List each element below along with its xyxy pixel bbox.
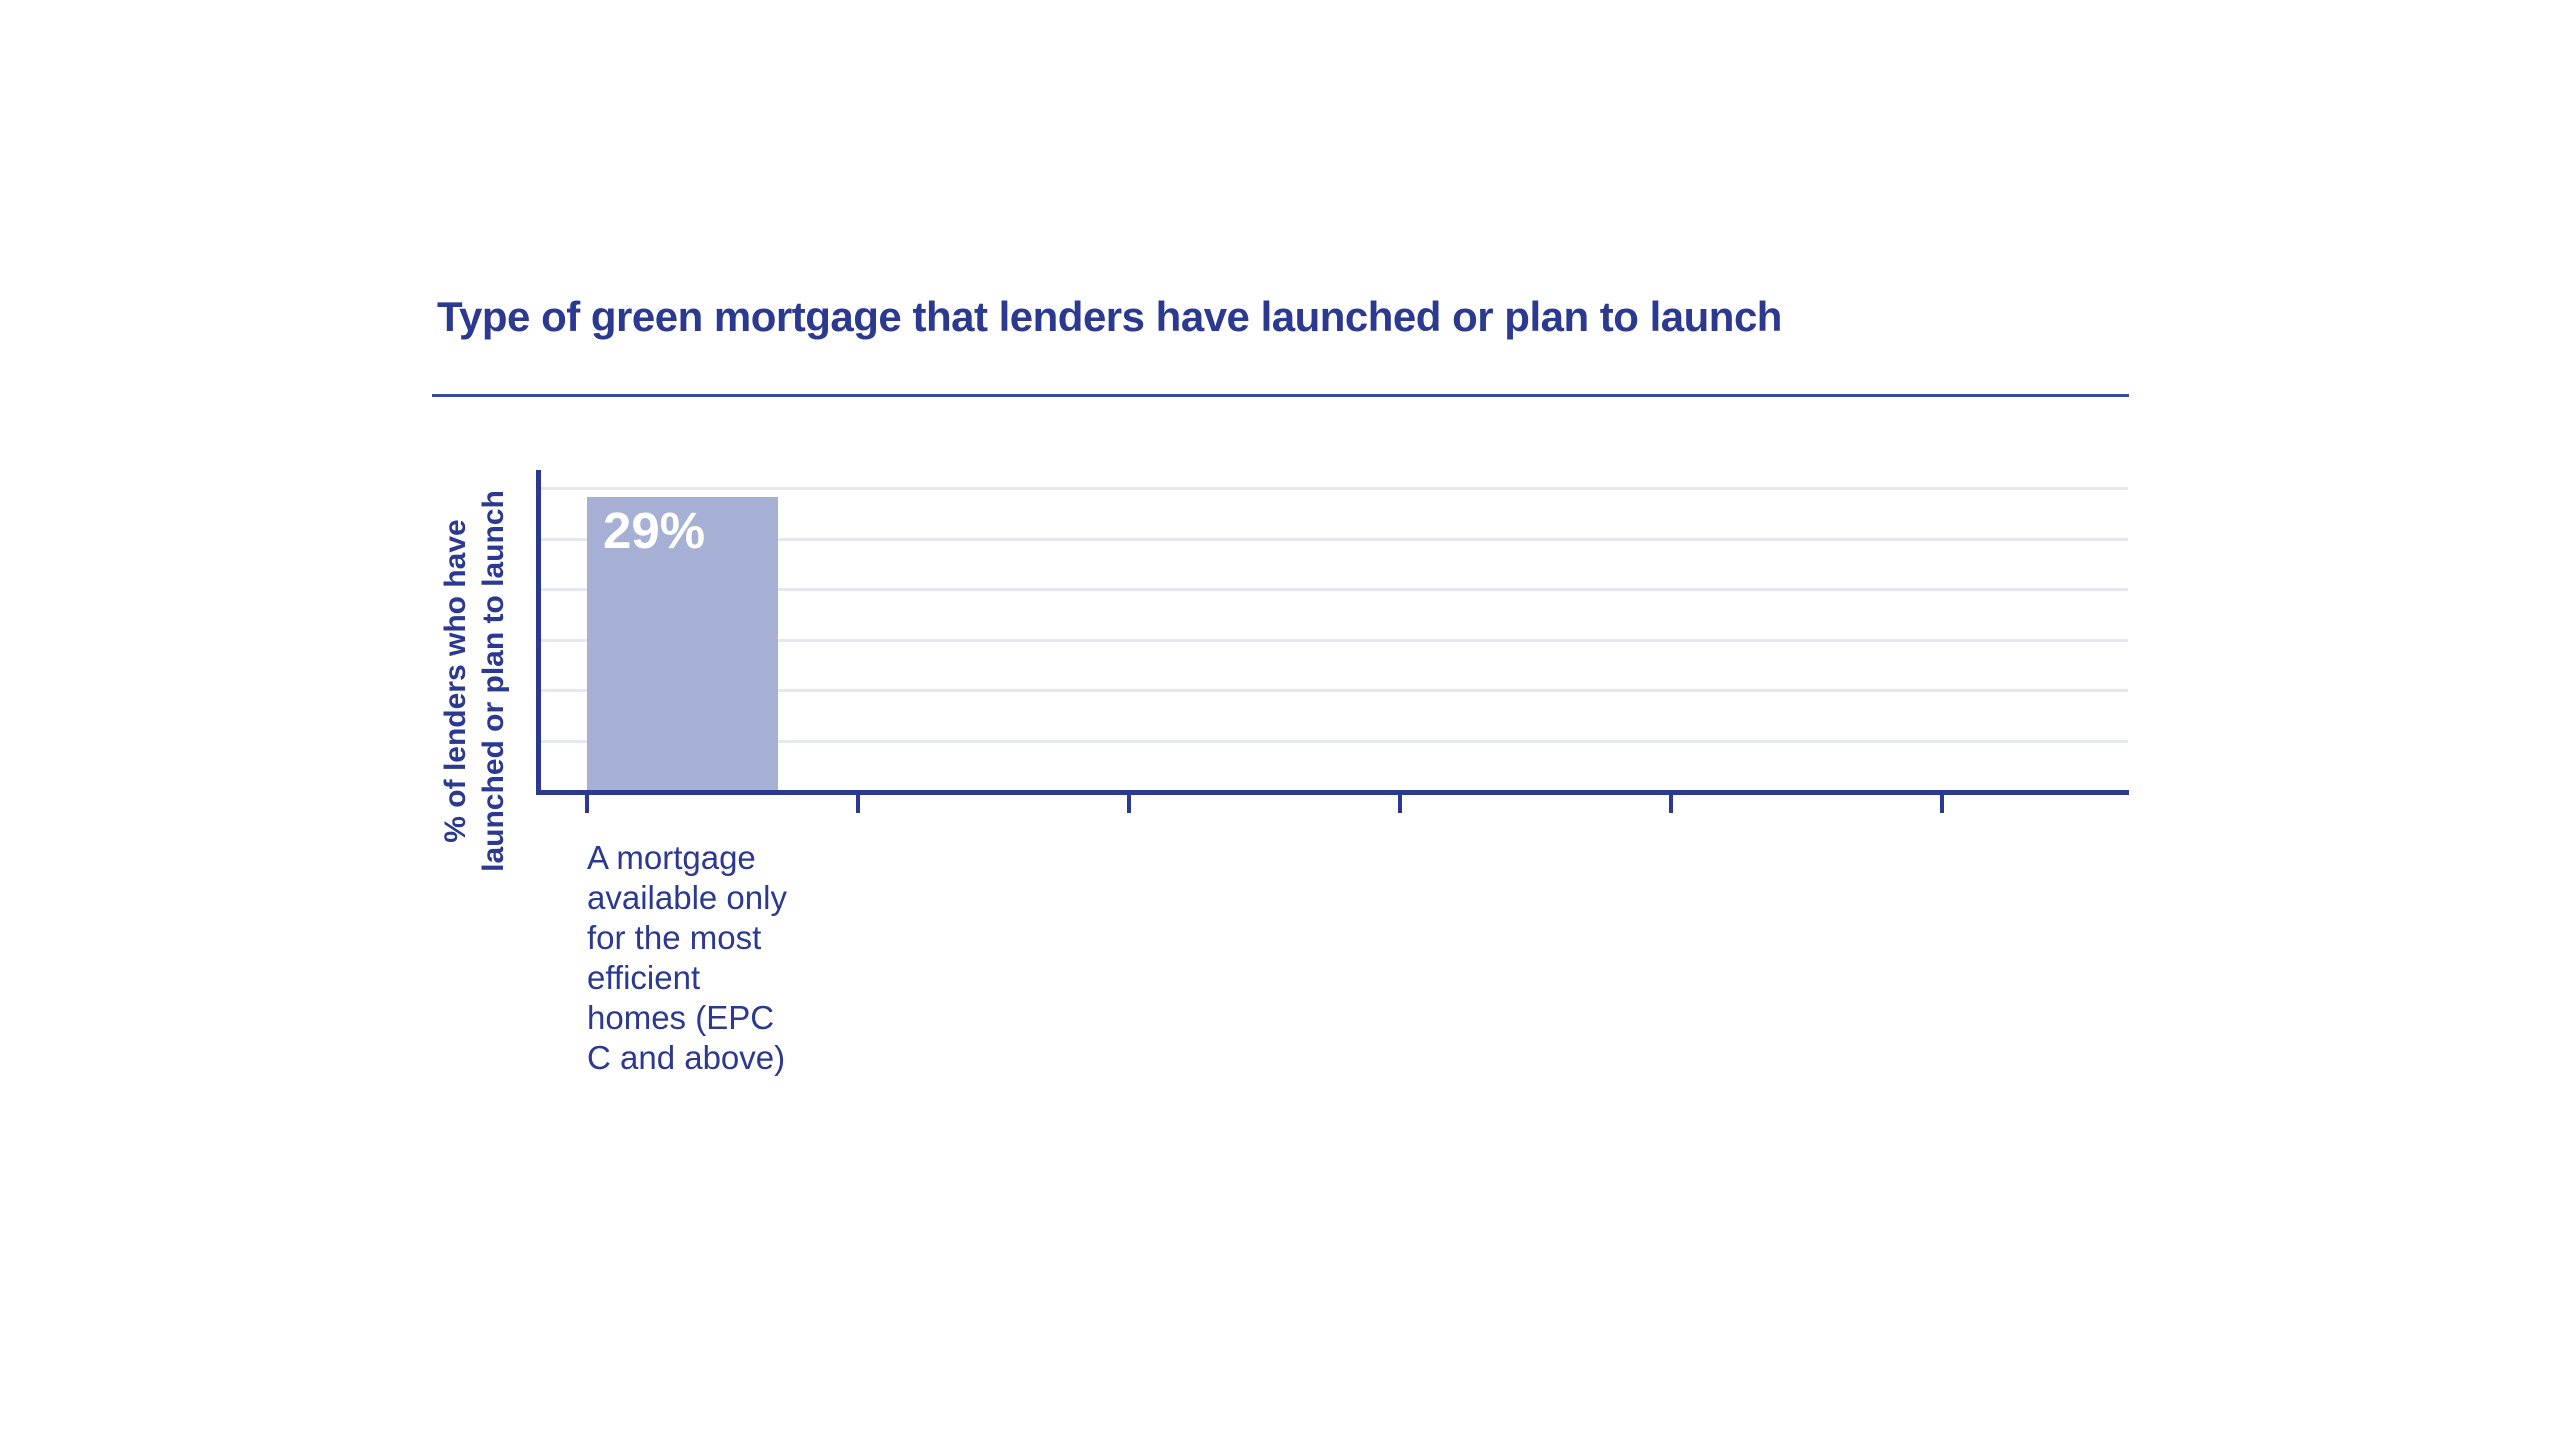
x-axis-tick-1 [856,795,860,813]
x-axis-tick-0 [585,795,589,813]
bar-value-label: 29% [603,502,706,559]
x-axis-tick-2 [1127,795,1131,813]
x-axis-tick-3 [1398,795,1402,813]
x-axis-category-label-0: A mortgage available only for the most e… [587,839,787,1076]
gridline-15pct [541,639,2128,642]
chart-title: Type of green mortgage that lenders have… [437,293,1782,340]
bar-category-0: 29% [587,497,778,790]
x-axis-tick-4 [1669,795,1673,813]
x-axis-line [536,790,2129,795]
x-axis-tick-5 [1940,795,1944,813]
gridline-10pct [541,689,2128,692]
gridline-25pct [541,538,2128,541]
title-divider [432,394,2129,397]
gridline-20pct [541,588,2128,591]
gridline-5pct [541,740,2128,743]
y-axis-label: % of lenders who have launched or plan t… [439,490,510,872]
y-axis-line [536,470,541,795]
gridline-30pct [541,487,2128,490]
